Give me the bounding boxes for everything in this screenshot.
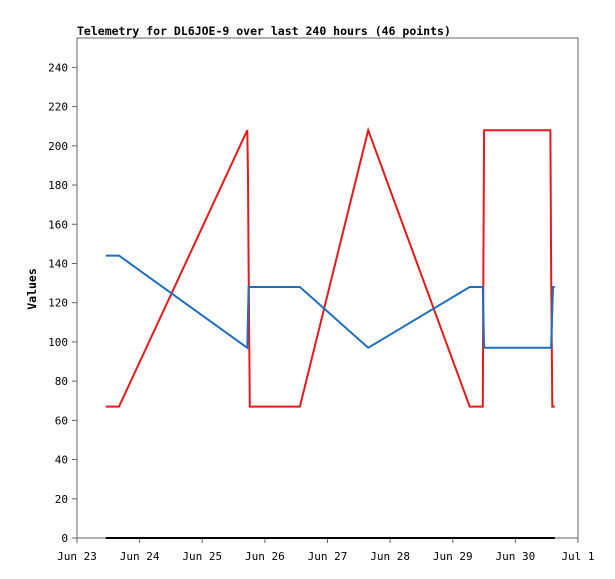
y-axis: 0 20 40 60 80 100 120 140 160 180 200 220 240 xyxy=(48,61,77,545)
x-tick-label: Jun 27 xyxy=(308,550,348,563)
x-tick-label: Jul 1 xyxy=(561,550,594,563)
y-tick-label: 160 xyxy=(48,218,68,231)
x-tick-label: Jun 26 xyxy=(245,550,285,563)
x-axis: Jun 23 Jun 24 Jun 25 Jun 26 Jun 27 Jun 28 Jun … xyxy=(57,538,595,563)
y-tick-label: 200 xyxy=(48,140,68,153)
y-tick-label: 100 xyxy=(48,336,68,349)
y-tick-label: 240 xyxy=(48,61,68,74)
y-tick-label: 180 xyxy=(48,179,68,192)
y-tick-label: 80 xyxy=(55,375,68,388)
series-line-1 xyxy=(105,254,555,350)
x-tick-label: Jun 30 xyxy=(496,550,536,563)
x-tick-label: Jun 23 xyxy=(57,550,97,563)
series-line-0 xyxy=(105,126,555,408)
y-axis-label: Values xyxy=(25,268,39,310)
plot-area xyxy=(76,37,579,539)
y-tick-label: 0 xyxy=(61,532,68,545)
y-tick-label: 220 xyxy=(48,101,68,114)
y-tick-label: 140 xyxy=(48,257,68,270)
x-tick-label: Jun 29 xyxy=(433,550,473,563)
x-tick-label: Jun 24 xyxy=(120,550,160,563)
y-tick-label: 120 xyxy=(48,297,68,310)
series-group xyxy=(105,126,555,539)
y-tick-label: 60 xyxy=(55,414,68,427)
chart-title: Telemetry for DL6JOE-9 over last 240 hou… xyxy=(77,24,451,38)
y-tick-label: 40 xyxy=(55,454,68,467)
x-tick-label: Jun 25 xyxy=(182,550,222,563)
y-tick-label: 20 xyxy=(55,493,68,506)
x-tick-label: Jun 28 xyxy=(370,550,410,563)
